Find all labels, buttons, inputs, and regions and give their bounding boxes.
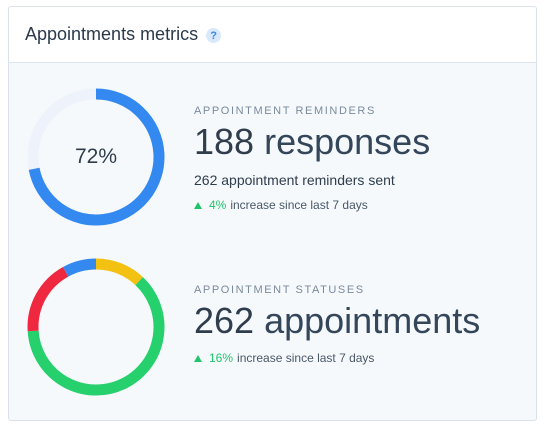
- reminders-donut-chart: 72%: [26, 87, 166, 227]
- statuses-trend: 16% increase since last 7 days: [194, 351, 480, 365]
- reminders-sent: 262 appointment reminders sent: [194, 172, 430, 188]
- statuses-donut-segment: [27, 266, 69, 332]
- statuses-label: APPOINTMENT STATUSES: [194, 284, 365, 296]
- statuses-section: APPOINTMENT STATUSES 262 appointments 16…: [9, 245, 536, 420]
- reminders-trend: 4% increase since last 7 days: [194, 198, 430, 212]
- reminders-responses: 188 responses: [194, 122, 430, 162]
- appointments-unit: appointments: [264, 300, 481, 341]
- question-mark-icon[interactable]: ?: [206, 28, 222, 43]
- card-title: Appointments metrics: [25, 24, 199, 44]
- statuses-donut-svg: [27, 258, 165, 396]
- reminders-sent-count: 262: [194, 172, 218, 188]
- statuses-appointments: 262 appointments: [194, 301, 480, 341]
- appointments-metrics-card: Appointments metrics ? 72% APPOINTMENT R…: [8, 6, 537, 421]
- reminders-text: APPOINTMENT REMINDERS 188 responses 262 …: [194, 105, 430, 212]
- reminders-trend-percent: 4%: [209, 198, 227, 212]
- trend-up-icon: [194, 354, 202, 362]
- reminders-percent: 72%: [74, 145, 118, 168]
- reminders-trend-text: increase since last 7 days: [230, 198, 368, 212]
- trend-up-icon: [194, 201, 202, 209]
- statuses-donut-segment: [63, 258, 97, 277]
- statuses-donut-segment: [95, 258, 143, 286]
- reminders-label: APPOINTMENT REMINDERS: [194, 105, 376, 117]
- statuses-donut-chart: [26, 257, 166, 397]
- appointments-count: 262: [194, 300, 255, 341]
- statuses-trend-text: increase since last 7 days: [237, 351, 375, 365]
- reminders-section: 72% APPOINTMENT REMINDERS 188 responses …: [9, 63, 536, 245]
- reminders-sent-text: appointment reminders sent: [221, 172, 395, 188]
- reminders-donut-progress: [28, 88, 165, 226]
- responses-count: 188: [194, 121, 255, 162]
- statuses-donut-segment: [27, 277, 165, 396]
- responses-unit: responses: [264, 121, 431, 162]
- card-header: Appointments metrics ?: [9, 7, 536, 63]
- reminders-donut-svg: [27, 88, 165, 226]
- statuses-trend-percent: 16%: [209, 351, 234, 365]
- statuses-text: APPOINTMENT STATUSES 262 appointments 16…: [194, 284, 480, 365]
